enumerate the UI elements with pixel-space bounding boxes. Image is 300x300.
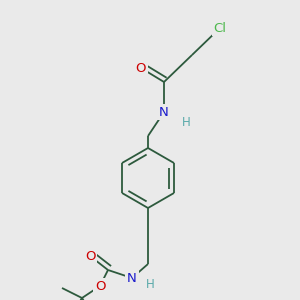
Text: H: H (182, 116, 190, 128)
Text: O: O (95, 280, 105, 292)
Text: O: O (85, 250, 95, 262)
Text: N: N (127, 272, 137, 284)
Text: Cl: Cl (214, 22, 226, 34)
Text: O: O (136, 61, 146, 74)
Text: N: N (159, 106, 169, 118)
Text: H: H (146, 278, 154, 292)
